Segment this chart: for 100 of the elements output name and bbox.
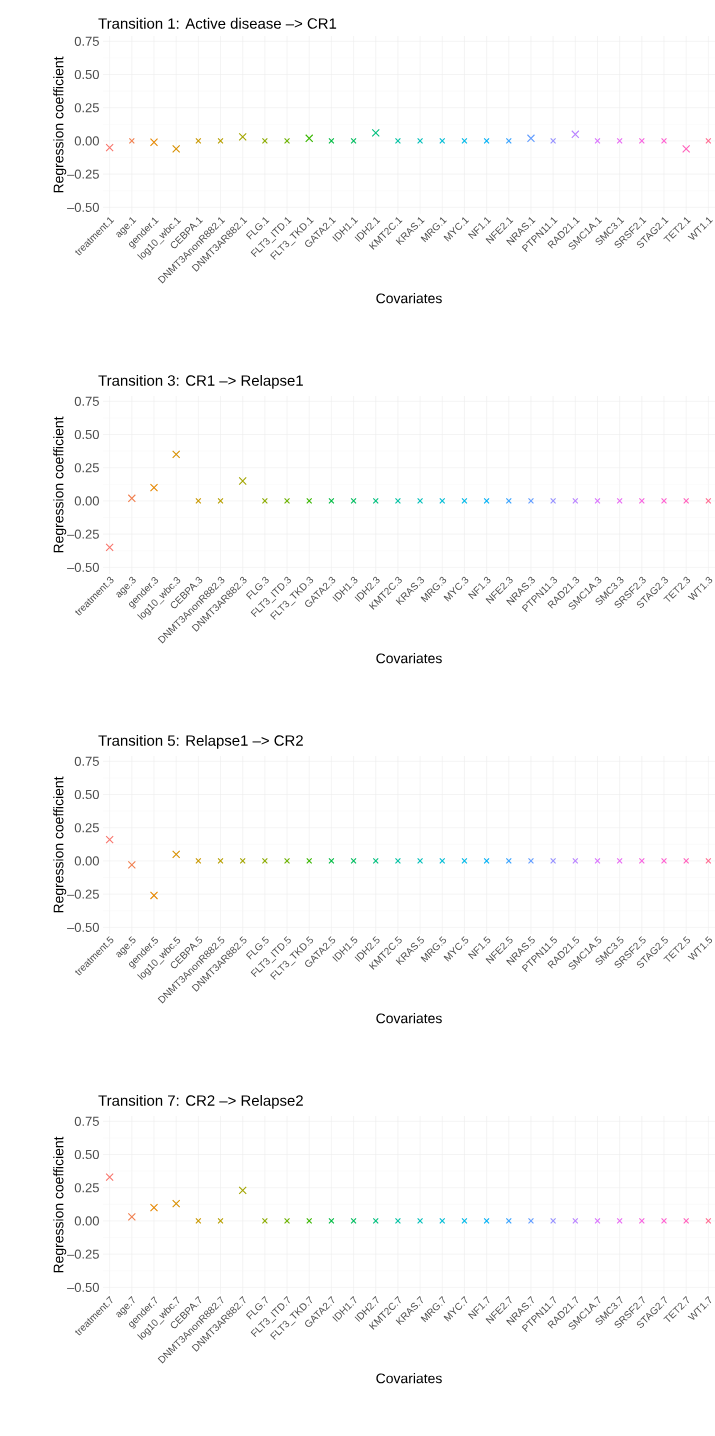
- point: [572, 1217, 579, 1224]
- point: [105, 143, 114, 152]
- point: [439, 137, 446, 144]
- point: [461, 857, 468, 864]
- y-tick-label: –0.25: [67, 169, 99, 179]
- x-axis-title: Covariates: [376, 293, 442, 304]
- point: [306, 497, 313, 504]
- point: [172, 1199, 181, 1208]
- y-tick-label: 0.50: [74, 1149, 99, 1160]
- point: [105, 1173, 114, 1182]
- point: [483, 857, 490, 864]
- point: [217, 497, 224, 504]
- y-tick-label: 0.50: [74, 69, 99, 80]
- point: [306, 857, 313, 864]
- point: [372, 497, 379, 504]
- point: [616, 1217, 623, 1224]
- point: [594, 857, 601, 864]
- point: [195, 137, 202, 144]
- point: [172, 144, 181, 153]
- y-tick-label: –0.50: [67, 202, 99, 212]
- point: [328, 497, 335, 504]
- point: [195, 1217, 202, 1224]
- chart-title: Transition 7: CR2 –> Relapse2: [98, 1094, 303, 1109]
- x-axis-title: Covariates: [376, 1373, 442, 1384]
- y-axis-title: Regression coefficient: [53, 1136, 67, 1273]
- point: [127, 1212, 136, 1222]
- y-tick-label: 0.25: [74, 463, 99, 473]
- chart-title: Transition 5: Relapse1 –> CR2: [98, 734, 303, 749]
- point: [217, 857, 224, 864]
- point: [328, 1217, 335, 1224]
- point: [572, 857, 579, 864]
- chart-title: Transition 1: Active disease –> CR1: [98, 17, 337, 29]
- y-axis-title: Regression coefficient: [53, 416, 67, 553]
- y-tick-label: 0.50: [74, 429, 99, 440]
- point: [195, 497, 202, 504]
- point: [705, 497, 712, 504]
- point: [638, 137, 645, 144]
- point: [105, 543, 114, 552]
- point: [217, 1217, 224, 1224]
- point: [660, 137, 668, 144]
- y-tick-label: 0.75: [74, 396, 99, 406]
- y-tick-label: 0.00: [74, 496, 99, 506]
- point: [371, 128, 380, 138]
- y-tick-label: 0.00: [74, 136, 99, 146]
- point: [682, 144, 691, 153]
- point: [683, 857, 690, 864]
- point: [350, 497, 357, 504]
- point: [505, 857, 512, 864]
- point: [328, 857, 335, 864]
- point: [328, 137, 335, 144]
- point: [594, 497, 601, 504]
- y-tick-label: 0.50: [74, 789, 99, 800]
- chart-title: Transition 3: CR1 –> Relapse1: [98, 374, 303, 389]
- y-tick-label: –0.25: [67, 889, 99, 899]
- point: [461, 1217, 468, 1224]
- point: [594, 1217, 601, 1224]
- point: [128, 137, 135, 144]
- point: [594, 137, 601, 144]
- point: [571, 130, 580, 139]
- point: [505, 1217, 512, 1224]
- point: [350, 1217, 357, 1224]
- point: [372, 857, 379, 864]
- y-tick-label: 0.00: [74, 856, 99, 866]
- y-tick-label: –0.50: [67, 562, 99, 572]
- point: [439, 857, 446, 864]
- point: [306, 1217, 313, 1224]
- point: [705, 1217, 712, 1224]
- y-tick-label: 0.75: [74, 756, 99, 766]
- point: [195, 857, 202, 864]
- point: [683, 1217, 690, 1224]
- point: [238, 132, 247, 142]
- point: [483, 137, 490, 144]
- point: [616, 137, 623, 144]
- point: [505, 497, 512, 504]
- y-tick-label: 0.25: [74, 1183, 99, 1193]
- point: [439, 1217, 446, 1224]
- point: [705, 137, 712, 144]
- y-tick-label: –0.50: [67, 922, 99, 932]
- point: [461, 137, 468, 144]
- x-axis-title: Covariates: [376, 653, 442, 664]
- point: [305, 134, 314, 143]
- y-axis-title: Regression coefficient: [53, 776, 67, 913]
- y-tick-label: 0.25: [74, 823, 99, 833]
- point: [572, 497, 579, 504]
- point: [505, 137, 512, 144]
- y-tick-label: 0.75: [74, 36, 99, 46]
- y-axis-title: Regression coefficient: [53, 56, 67, 193]
- point: [127, 860, 136, 869]
- point: [638, 497, 645, 504]
- point: [127, 494, 136, 503]
- point: [172, 450, 181, 459]
- point: [350, 857, 357, 864]
- point: [217, 137, 224, 144]
- point: [660, 497, 668, 504]
- point: [638, 857, 645, 864]
- point: [439, 497, 446, 504]
- y-tick-label: –0.25: [67, 529, 99, 539]
- point: [616, 497, 623, 504]
- point: [172, 850, 181, 859]
- point: [705, 857, 712, 864]
